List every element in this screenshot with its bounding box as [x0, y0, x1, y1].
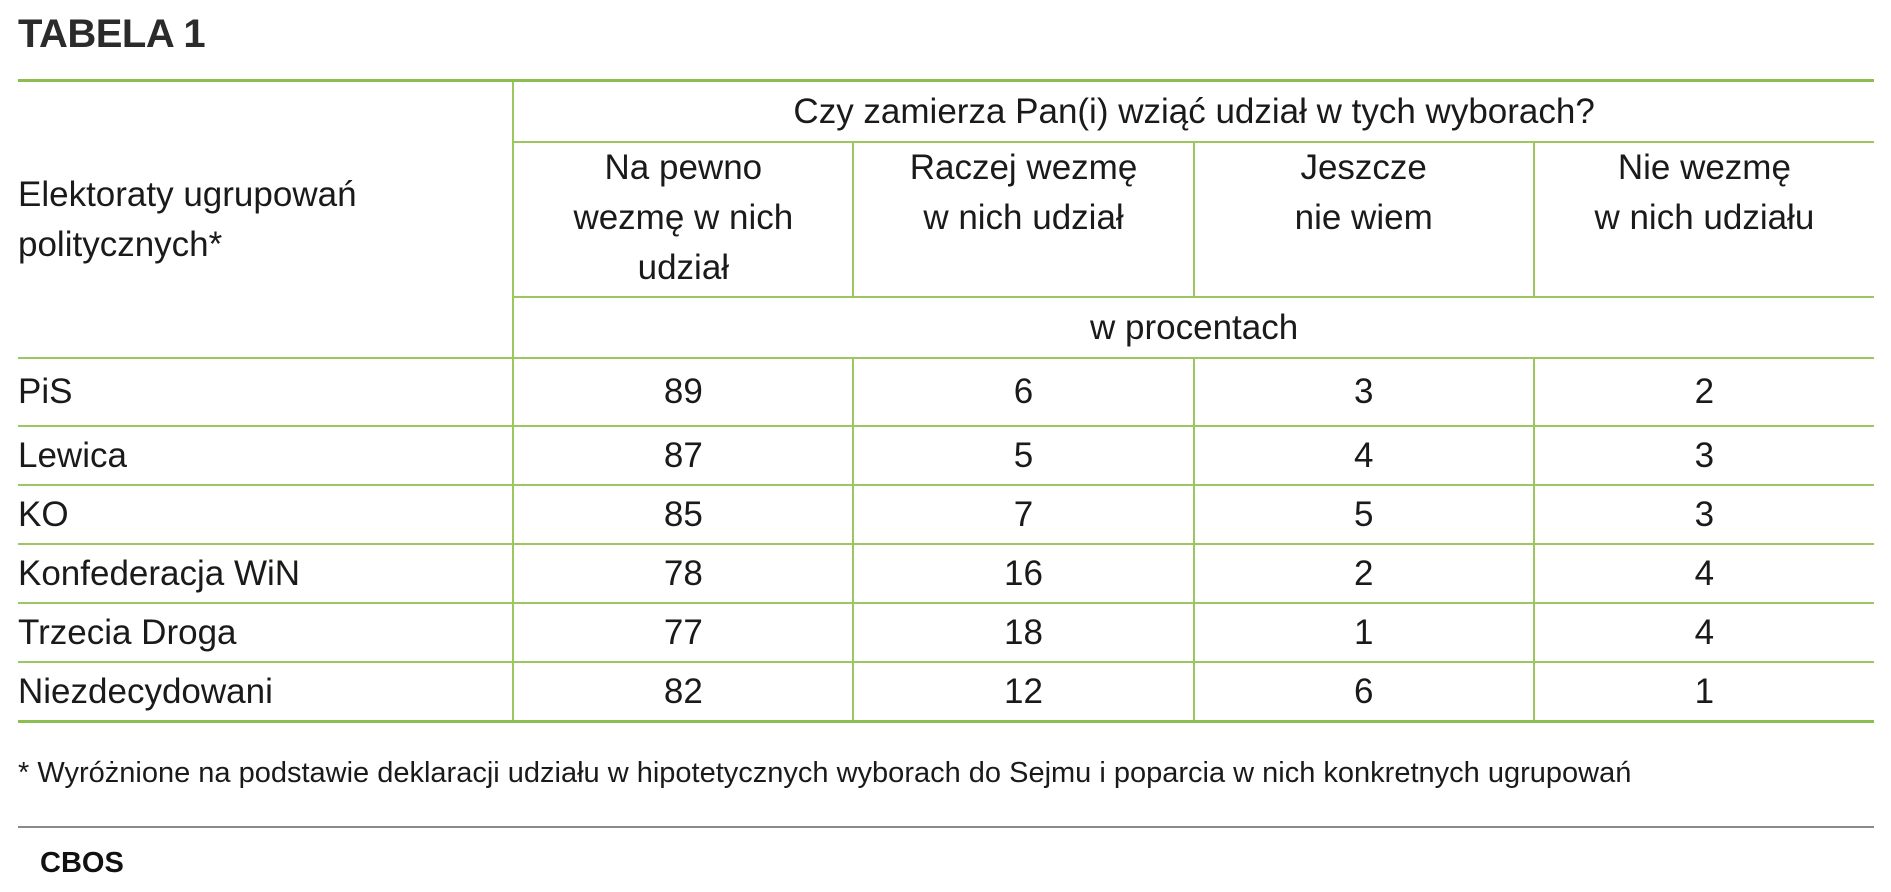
question-header: Czy zamierza Pan(i) wziąć udział w tych …: [513, 80, 1874, 143]
table-row: Konfederacja WiN 78 16 2 4: [18, 544, 1874, 604]
row-header-label: Elektoraty ugrupowań politycznych*: [18, 80, 515, 359]
table-cell: 6: [1193, 662, 1535, 722]
unit-label: w procentach: [513, 297, 1874, 359]
table-cell: 77: [513, 603, 855, 663]
table-row: Niezdecydowani 82 12 6 1: [18, 662, 1874, 722]
column-header-label: Na pewno wezmę w nich udział: [573, 148, 794, 287]
column-header-label: Raczej wezmę w nich udział: [909, 148, 1138, 237]
footnote: * Wyróżnione na podstawie deklaracji udz…: [18, 757, 1632, 789]
table-cell: 87: [513, 426, 855, 486]
table-row: PiS 89 6 3 2: [18, 358, 1874, 427]
table-cell: 5: [853, 426, 1195, 486]
table-cell: 5: [1193, 485, 1535, 545]
table-row: KO 85 7 5 3: [18, 485, 1874, 545]
divider: [18, 826, 1874, 828]
table-title: TABELA 1: [18, 12, 206, 56]
column-header-label: Nie wezmę w nich udziału: [1594, 148, 1815, 237]
table-cell: 3: [1193, 358, 1535, 427]
column-header-dont-know: Jeszcze nie wiem: [1193, 142, 1535, 298]
table-cell: 4: [1193, 426, 1535, 486]
table-cell: 7: [853, 485, 1195, 545]
table-cell: 3: [1533, 426, 1874, 486]
table-cell: 1: [1193, 603, 1535, 663]
table-cell: 3: [1533, 485, 1874, 545]
column-header-label: Jeszcze nie wiem: [1294, 148, 1433, 237]
row-label: PiS: [18, 358, 515, 427]
table-cell: 12: [853, 662, 1195, 722]
column-header-definitely-yes: Na pewno wezmę w nich udział: [513, 142, 855, 298]
table-cell: 16: [853, 544, 1195, 604]
row-label: KO: [18, 485, 515, 545]
table-cell: 2: [1533, 358, 1874, 427]
row-label: Konfederacja WiN: [18, 544, 515, 604]
source-label: CBOS: [40, 847, 124, 879]
table-cell: 2: [1193, 544, 1535, 604]
table-cell: 78: [513, 544, 855, 604]
data-table: Elektoraty ugrupowań politycznych* Czy z…: [18, 79, 1874, 723]
table-row: Lewica 87 5 4 3: [18, 426, 1874, 486]
table-row: Trzecia Droga 77 18 1 4: [18, 603, 1874, 663]
row-label: Trzecia Droga: [18, 603, 515, 663]
table-cell: 89: [513, 358, 855, 427]
table-cell: 85: [513, 485, 855, 545]
column-header-no: Nie wezmę w nich udziału: [1533, 142, 1874, 298]
table-cell: 4: [1533, 544, 1874, 604]
table-cell: 18: [853, 603, 1195, 663]
table-cell: 6: [853, 358, 1195, 427]
table-cell: 1: [1694, 671, 1715, 711]
table-cell: 82: [513, 662, 855, 722]
row-label: Lewica: [18, 426, 515, 486]
column-header-rather-yes: Raczej wezmę w nich udział: [853, 142, 1195, 298]
row-label: Niezdecydowani: [18, 662, 515, 722]
table-cell: 4: [1533, 603, 1874, 663]
